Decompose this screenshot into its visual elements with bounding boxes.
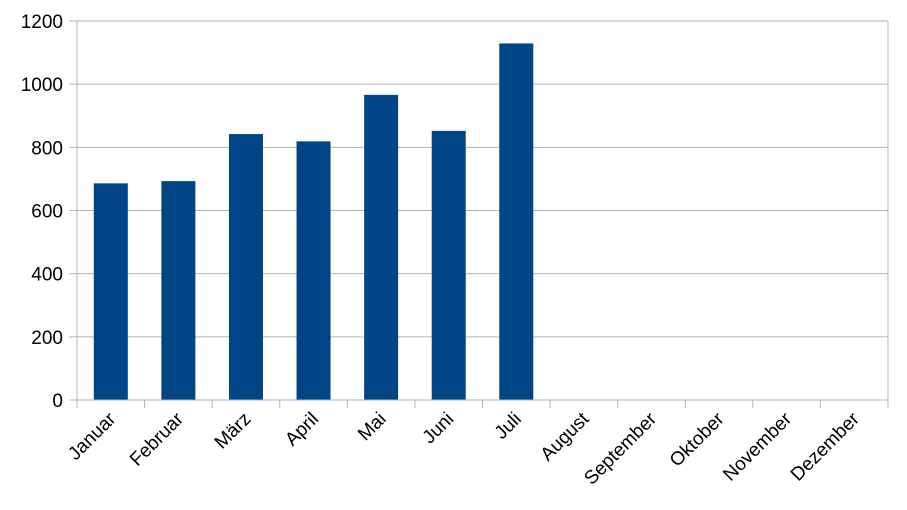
x-tick-label: Mai	[354, 409, 391, 446]
bar-januar	[93, 183, 128, 400]
y-tick-labels: 0 200 400 600 800 1000 1200	[21, 12, 63, 412]
bar-juni	[431, 130, 466, 400]
axes	[69, 20, 889, 408]
bar-april	[296, 141, 331, 400]
x-tick-label: Oktober	[666, 408, 729, 471]
y-tick-label: 1200	[21, 12, 63, 33]
y-tick-label: 600	[31, 202, 63, 223]
x-tick-label: Juni	[419, 409, 458, 448]
bar-märz	[228, 134, 263, 400]
x-tick-label: Januar	[64, 408, 120, 464]
y-tick-label: 800	[31, 138, 63, 159]
y-tick-label: 200	[31, 328, 63, 349]
x-tick-label: März	[211, 409, 256, 454]
x-tick-label: August	[537, 408, 594, 465]
x-tick-labels: Januar Februar März April Mai Juni Juli AugustS…	[64, 408, 864, 489]
gridlines	[77, 20, 888, 338]
x-tick-label: September	[580, 408, 661, 489]
x-tick-label: Dezember	[787, 408, 864, 485]
bar-juli	[499, 43, 534, 401]
y-tick-label: 0	[52, 391, 63, 412]
x-tick-label: April	[281, 409, 323, 451]
x-tick-label: Juli	[491, 409, 526, 444]
y-tick-label: 1000	[21, 75, 63, 96]
bar-februar	[161, 181, 196, 400]
bar-mai	[364, 94, 399, 400]
bars	[93, 43, 534, 401]
y-tick-label: 400	[31, 265, 63, 286]
x-tick-label: Februar	[126, 408, 188, 470]
x-tick-label: November	[719, 408, 796, 485]
